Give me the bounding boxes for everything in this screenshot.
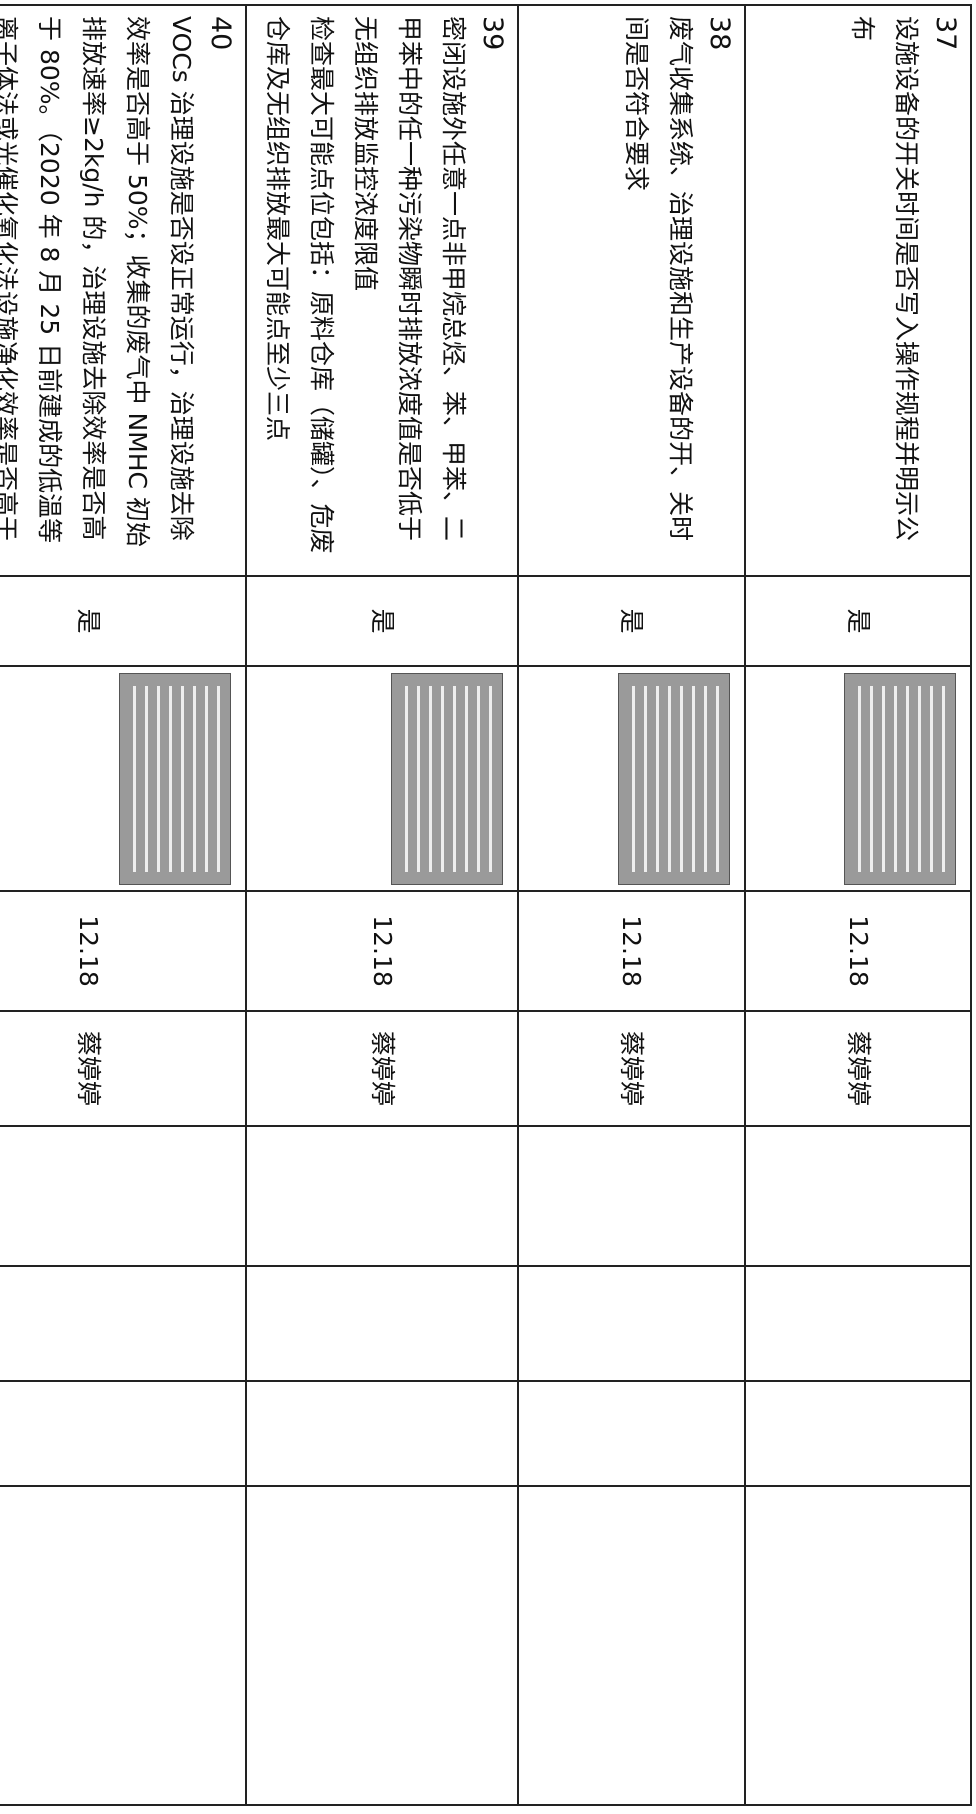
photo-cell xyxy=(745,666,971,891)
answer: 是 xyxy=(617,608,647,634)
date-cell: 12.18 xyxy=(745,891,971,1011)
date-cell: 12.18 xyxy=(518,891,745,1011)
item-text: 废气收集系统、治理设施和生产设备的开、关时间是否符合要求 xyxy=(622,16,695,542)
empty-cell xyxy=(745,1381,971,1486)
item-cell: 37 设施设备的开关时间是否写入操作规程并明示公布 xyxy=(745,5,971,576)
item-cell: 39 密闭设施外任意一点非甲烷总烃、苯、甲苯、二甲苯中的任一种污染物瞬时排放浓度值… xyxy=(246,5,518,576)
photo-cell xyxy=(246,666,518,891)
evidence-photo xyxy=(618,672,730,885)
date-cell: 12.18 xyxy=(246,891,518,1011)
person-cell: 蔡婷婷 xyxy=(0,1011,246,1126)
empty-cell xyxy=(518,1381,745,1486)
empty-cell xyxy=(0,1486,246,1805)
table-row: 39 密闭设施外任意一点非甲烷总烃、苯、甲苯、二甲苯中的任一种污染物瞬时排放浓度值… xyxy=(246,5,518,1805)
empty-cell xyxy=(518,1486,745,1805)
evidence-photo xyxy=(391,672,503,885)
photo-cell xyxy=(0,666,246,891)
answer-cell: 是 xyxy=(0,576,246,666)
item-text: VOCs 治理设施是否设正常运行，治理设施去除效率是否高于 50%；收集的废气中… xyxy=(0,16,196,547)
table-row: 40 VOCs 治理设施是否设正常运行，治理设施去除效率是否高于 50%；收集的废… xyxy=(0,5,246,1805)
person: 蔡婷婷 xyxy=(74,1030,103,1106)
empty-cell xyxy=(518,1126,745,1266)
date: 12.18 xyxy=(368,915,397,987)
empty-cell xyxy=(745,1126,971,1266)
item-cell: 40 VOCs 治理设施是否设正常运行，治理设施去除效率是否高于 50%；收集的废… xyxy=(0,5,246,576)
table-body: 37 设施设备的开关时间是否写入操作规程并明示公布是 12.18 蔡婷婷 38 废气收集系… xyxy=(0,5,971,1805)
person-cell: 蔡婷婷 xyxy=(745,1011,971,1126)
date: 12.18 xyxy=(844,915,873,987)
item-text: 检查最大可能点位包括：原料仓库（储罐）、危废仓库及无组织排放最大可能点至少三点 xyxy=(263,16,336,554)
table-row: 37 设施设备的开关时间是否写入操作规程并明示公布是 12.18 蔡婷婷 xyxy=(745,5,971,1805)
empty-cell xyxy=(0,1266,246,1381)
answer-cell: 是 xyxy=(518,576,745,666)
answer-cell: 是 xyxy=(745,576,971,666)
empty-cell xyxy=(246,1266,518,1381)
item-text: 设施设备的开关时间是否写入操作规程并明示公布 xyxy=(848,16,921,542)
empty-cell xyxy=(246,1381,518,1486)
evidence-photo xyxy=(119,672,231,885)
evidence-photo xyxy=(844,672,956,885)
item-cell: 38 废气收集系统、治理设施和生产设备的开、关时间是否符合要求 xyxy=(518,5,745,576)
date: 12.18 xyxy=(617,915,647,987)
photo-cell xyxy=(518,666,745,891)
item-number: 38 xyxy=(704,16,735,51)
inspection-table: 37 设施设备的开关时间是否写入操作规程并明示公布是 12.18 蔡婷婷 38 废气收集系… xyxy=(0,4,972,1806)
empty-cell xyxy=(745,1486,971,1805)
table-row: 38 废气收集系统、治理设施和生产设备的开、关时间是否符合要求是 12.18 蔡婷婷 xyxy=(518,5,745,1805)
item-number: 40 xyxy=(205,16,236,51)
answer-cell: 是 xyxy=(246,576,518,666)
empty-cell xyxy=(0,1381,246,1486)
person: 蔡婷婷 xyxy=(844,1030,873,1106)
empty-cell xyxy=(246,1486,518,1805)
person: 蔡婷婷 xyxy=(368,1030,397,1106)
empty-cell xyxy=(246,1126,518,1266)
empty-cell xyxy=(0,1126,246,1266)
answer: 是 xyxy=(844,608,873,634)
person-cell: 蔡婷婷 xyxy=(246,1011,518,1126)
person-cell: 蔡婷婷 xyxy=(518,1011,745,1126)
item-text: 密闭设施外任意一点非甲烷总烃、苯、甲苯、二甲苯中的任一种污染物瞬时排放浓度值是否… xyxy=(351,16,468,542)
empty-cell xyxy=(745,1266,971,1381)
item-number: 37 xyxy=(930,16,961,51)
date: 12.18 xyxy=(74,915,103,987)
answer: 是 xyxy=(74,608,103,634)
item-number: 39 xyxy=(477,16,508,51)
date-cell: 12.18 xyxy=(0,891,246,1011)
answer: 是 xyxy=(368,608,397,634)
empty-cell xyxy=(518,1266,745,1381)
person: 蔡婷婷 xyxy=(617,1030,647,1106)
